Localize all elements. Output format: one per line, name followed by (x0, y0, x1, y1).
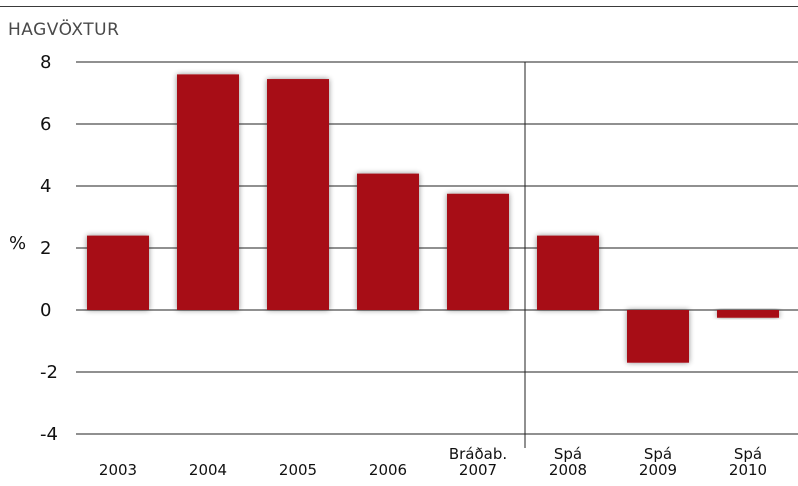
bar (447, 193, 509, 310)
bars (87, 74, 779, 363)
x-tick-label: Spá (554, 445, 582, 463)
y-tick-label: 2 (40, 238, 51, 259)
x-tick-label: Bráðab. (449, 445, 507, 463)
chart-title: HAGVÖXTUR (8, 20, 120, 40)
y-tick-label: 8 (40, 52, 51, 73)
x-tick-label: 2006 (369, 461, 407, 479)
x-tick-label: 2007 (459, 461, 497, 479)
x-tick-labels: 2003 2004 2005 2006Bráðab.2007Spá2008Spá200… (99, 445, 767, 479)
y-tick-label: 6 (40, 114, 51, 135)
x-tick-label: 2008 (549, 461, 587, 479)
top-rule (0, 6, 798, 7)
y-tick-label: 0 (40, 300, 51, 321)
x-tick-label: 2004 (189, 461, 227, 479)
bar (87, 235, 149, 310)
bar (267, 79, 329, 310)
bar (627, 310, 689, 363)
x-tick-label: 2003 (99, 461, 137, 479)
bar (537, 235, 599, 310)
bar (717, 310, 779, 318)
y-tick-label: -4 (40, 424, 58, 445)
x-tick-label: Spá (644, 445, 672, 463)
x-tick-label: 2009 (639, 461, 677, 479)
x-tick-label: 2010 (729, 461, 767, 479)
y-axis-label: % (9, 233, 27, 254)
y-tick-label: 4 (40, 176, 51, 197)
bar (357, 173, 419, 310)
x-tick-label: 2005 (279, 461, 317, 479)
bar (177, 74, 239, 311)
x-tick-label: Spá (734, 445, 762, 463)
y-tick-labels: -4 -2 0 2 4 6 8 (40, 52, 58, 445)
y-tick-label: -2 (40, 362, 58, 383)
